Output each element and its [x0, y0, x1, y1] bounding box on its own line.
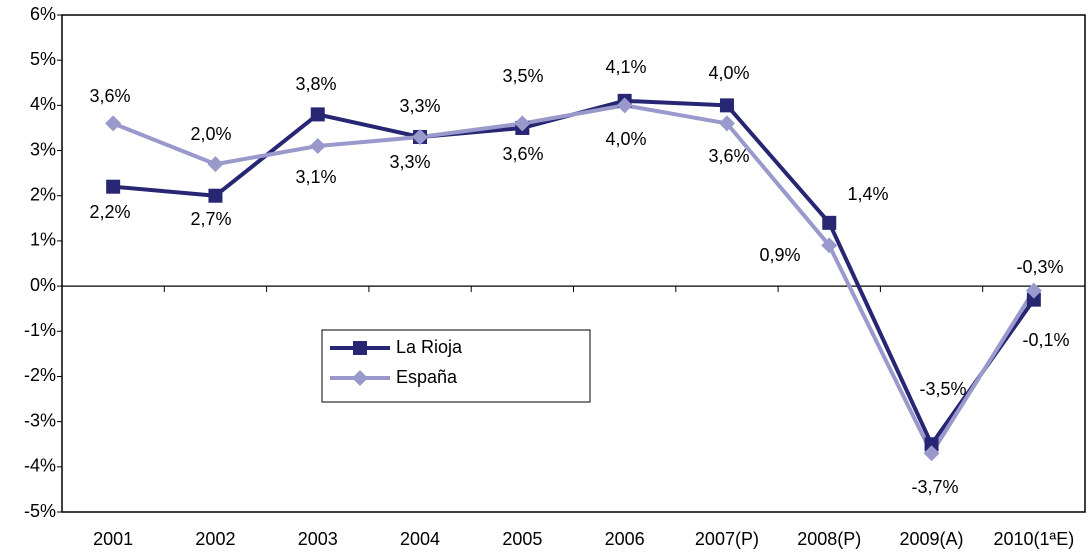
data-label: 4,0% — [605, 129, 646, 149]
x-tick-label: 2001 — [93, 529, 133, 549]
marker — [923, 445, 940, 462]
y-tick-label: -3% — [24, 410, 56, 430]
data-label: 4,1% — [605, 57, 646, 77]
y-tick-label: 4% — [30, 94, 56, 114]
x-tick-label: 2006 — [605, 529, 645, 549]
marker — [924, 437, 939, 452]
data-label: -3,5% — [919, 379, 966, 399]
x-tick-label: 2002 — [195, 529, 235, 549]
marker — [207, 156, 224, 173]
marker — [718, 115, 735, 132]
legend-label: España — [396, 367, 458, 387]
x-tick-label: 2004 — [400, 529, 440, 549]
y-tick-label: -1% — [24, 320, 56, 340]
marker — [412, 128, 429, 145]
data-label: 3,6% — [502, 144, 543, 164]
data-label: -0,1% — [1022, 330, 1069, 350]
data-label: 3,3% — [399, 96, 440, 116]
data-label: 2,2% — [89, 202, 130, 222]
y-tick-label: -4% — [24, 456, 56, 476]
marker — [514, 115, 531, 132]
y-tick-label: 5% — [30, 49, 56, 69]
data-label: 3,6% — [89, 86, 130, 106]
data-label: 0,9% — [759, 245, 800, 265]
data-label: 2,7% — [190, 209, 231, 229]
marker — [1026, 292, 1041, 307]
marker — [821, 237, 838, 254]
x-tick-label: 2010(1ªE) — [993, 529, 1074, 549]
marker — [106, 179, 121, 194]
y-tick-label: -5% — [24, 501, 56, 521]
marker — [719, 98, 734, 113]
marker — [822, 215, 837, 230]
marker — [616, 97, 633, 114]
y-tick-label: -2% — [24, 365, 56, 385]
plot-area — [61, 14, 1086, 513]
x-tick-label: 2007(P) — [695, 529, 759, 549]
marker — [309, 138, 326, 155]
data-label: 3,1% — [295, 167, 336, 187]
marker — [208, 188, 223, 203]
data-label: 4,0% — [708, 63, 749, 83]
data-label: 3,8% — [295, 74, 336, 94]
x-tick-label: 2008(P) — [797, 529, 861, 549]
x-tick-label: 2003 — [298, 529, 338, 549]
x-tick-label: 2005 — [502, 529, 542, 549]
x-tick-label: 2009(A) — [900, 529, 964, 549]
series-line — [112, 103, 1036, 456]
marker — [1025, 282, 1042, 299]
y-tick-label: 2% — [30, 184, 56, 204]
y-tick-label: 6% — [30, 4, 56, 24]
y-tick-label: 1% — [30, 230, 56, 250]
legend-marker — [352, 370, 368, 386]
data-label: -3,7% — [911, 477, 958, 497]
data-label: -0,3% — [1016, 257, 1063, 277]
data-label: 3,5% — [502, 66, 543, 86]
data-label: 3,6% — [708, 146, 749, 166]
legend-marker — [353, 341, 367, 355]
data-label: 2,0% — [190, 124, 231, 144]
y-tick-label: 0% — [30, 275, 56, 295]
y-tick-label: 3% — [30, 139, 56, 159]
legend-label: La Rioja — [396, 337, 463, 357]
marker — [310, 107, 325, 122]
marker — [105, 115, 122, 132]
data-label: 1,4% — [847, 184, 888, 204]
data-label: 3,3% — [389, 152, 430, 172]
